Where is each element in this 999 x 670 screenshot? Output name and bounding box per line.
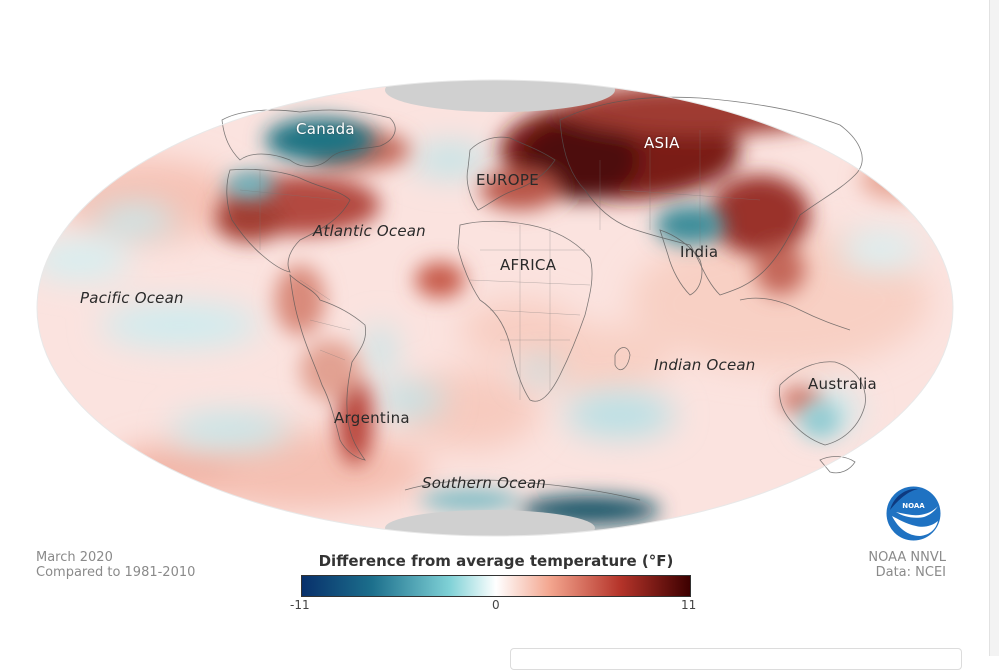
antarctic-no-data bbox=[385, 510, 595, 536]
label-india: India bbox=[680, 243, 719, 261]
coastlines bbox=[221, 96, 866, 501]
noaa-logo-text: NOAA bbox=[902, 502, 925, 510]
legend-mid: 0 bbox=[492, 598, 500, 612]
legend-title: Difference from average temperature (°F) bbox=[318, 552, 674, 570]
label-argentina: Argentina bbox=[334, 409, 410, 427]
world-anomaly-map bbox=[36, 79, 954, 537]
bottom-panel-edge bbox=[510, 648, 962, 670]
arctic-no-data bbox=[385, 80, 615, 112]
credit-data: Data: NCEI bbox=[875, 565, 946, 580]
label-indian-ocean: Indian Ocean bbox=[654, 356, 756, 374]
map-date: March 2020 bbox=[36, 550, 113, 565]
label-southern-ocean: Southern Ocean bbox=[422, 474, 547, 492]
vertical-scrollbar[interactable] bbox=[989, 0, 999, 656]
label-africa: AFRICA bbox=[500, 256, 557, 274]
globe-outline bbox=[36, 79, 954, 537]
credit-org: NOAA NNVL bbox=[868, 550, 946, 565]
map-panel: Canada ASIA EUROPE Atlantic Ocean AFRICA… bbox=[36, 79, 962, 670]
label-asia: ASIA bbox=[644, 134, 680, 152]
label-australia: Australia bbox=[808, 375, 878, 393]
map-credits: NOAA NNVL Data: NCEI bbox=[868, 550, 946, 580]
label-pacific-ocean: Pacific Ocean bbox=[80, 289, 184, 307]
legend-max: 11 bbox=[681, 598, 697, 612]
map-meta: March 2020 Compared to 1981-2010 bbox=[36, 550, 195, 580]
label-atlantic-ocean: Atlantic Ocean bbox=[313, 222, 426, 240]
label-europe: EUROPE bbox=[476, 171, 540, 189]
country-borders bbox=[239, 130, 761, 400]
label-canada: Canada bbox=[296, 120, 355, 138]
noaa-logo: NOAA bbox=[886, 486, 941, 541]
map-baseline: Compared to 1981-2010 bbox=[36, 565, 196, 580]
legend-color-bar bbox=[301, 575, 691, 597]
legend-min: -11 bbox=[290, 598, 310, 612]
